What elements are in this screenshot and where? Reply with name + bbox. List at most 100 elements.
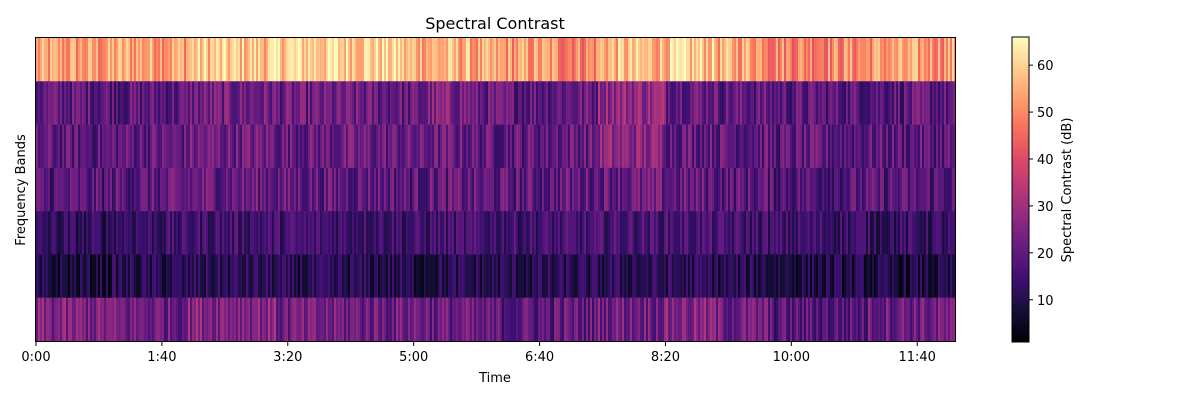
heatmap-cell xyxy=(384,211,387,255)
heatmap-cell xyxy=(402,297,405,342)
heatmap-cell xyxy=(482,254,485,299)
heatmap-cell xyxy=(870,211,873,255)
heatmap-cell xyxy=(802,81,805,125)
heatmap-cell xyxy=(384,297,387,342)
heatmap-cell xyxy=(238,38,241,82)
heatmap-cell xyxy=(508,297,511,342)
heatmap-cell xyxy=(214,167,217,212)
heatmap-cell xyxy=(734,297,737,342)
heatmap-cell xyxy=(166,254,169,299)
heatmap-cell xyxy=(354,254,357,299)
heatmap-cell xyxy=(926,124,929,169)
heatmap-cell xyxy=(370,81,373,125)
heatmap-cell xyxy=(190,297,193,342)
heatmap-cell xyxy=(910,124,913,169)
heatmap-cell xyxy=(140,167,143,212)
heatmap-cell xyxy=(560,254,563,299)
heatmap-cell xyxy=(402,124,405,169)
heatmap-cell xyxy=(86,81,89,125)
heatmap-cell xyxy=(682,38,685,82)
heatmap-cell xyxy=(218,297,221,342)
heatmap-cell xyxy=(940,254,943,299)
heatmap-cell xyxy=(484,38,487,82)
heatmap-cell xyxy=(66,211,69,255)
heatmap-cell xyxy=(798,254,801,299)
heatmap-cell xyxy=(744,297,747,342)
heatmap-cell xyxy=(298,211,301,255)
heatmap-cell xyxy=(264,81,267,125)
heatmap-cell xyxy=(886,297,889,342)
heatmap-cell xyxy=(596,167,599,212)
heatmap-cell xyxy=(332,124,335,169)
heatmap-cell xyxy=(310,211,313,255)
heatmap-cell xyxy=(278,297,281,342)
heatmap-cell xyxy=(510,211,513,255)
heatmap-cell xyxy=(152,167,155,212)
heatmap-cell xyxy=(42,38,45,82)
heatmap-cell xyxy=(522,124,525,169)
heatmap-cell xyxy=(820,167,823,212)
heatmap-cell xyxy=(628,81,631,125)
heatmap-cell xyxy=(528,254,531,299)
heatmap-cell xyxy=(598,297,601,342)
heatmap-cell xyxy=(638,81,641,125)
heatmap-cell xyxy=(788,81,791,125)
heatmap-cell xyxy=(572,81,575,125)
heatmap-cell xyxy=(880,124,883,169)
heatmap-cell xyxy=(580,124,583,169)
heatmap-cell xyxy=(758,81,761,125)
heatmap-cell xyxy=(328,211,331,255)
heatmap-cell xyxy=(112,254,115,299)
heatmap-cell xyxy=(716,124,719,169)
heatmap-cell xyxy=(624,124,627,169)
heatmap-cell xyxy=(228,254,231,299)
heatmap-cell xyxy=(272,254,275,299)
heatmap-cell xyxy=(708,211,711,255)
heatmap-cell xyxy=(376,254,379,299)
heatmap-cell xyxy=(704,254,707,299)
heatmap-cell xyxy=(822,297,825,342)
heatmap-cell xyxy=(872,124,875,169)
heatmap-cell xyxy=(154,38,157,82)
heatmap-cell xyxy=(206,211,209,255)
heatmap-cell xyxy=(864,297,867,342)
heatmap-cell xyxy=(574,297,577,342)
heatmap-cell xyxy=(232,124,235,169)
heatmap-cell xyxy=(100,167,103,212)
heatmap-cell xyxy=(466,211,469,255)
heatmap-cell xyxy=(304,38,307,82)
heatmap-cell xyxy=(584,124,587,169)
heatmap-cell xyxy=(766,297,769,342)
heatmap-cell xyxy=(508,81,511,125)
heatmap-cell xyxy=(506,124,509,169)
heatmap-cell xyxy=(592,254,595,299)
heatmap-cell xyxy=(730,124,733,169)
heatmap-cell xyxy=(560,167,563,212)
heatmap-cell xyxy=(728,38,731,82)
heatmap-cell xyxy=(564,211,567,255)
heatmap-cell xyxy=(248,81,251,125)
heatmap-cell xyxy=(52,211,55,255)
heatmap-cell xyxy=(204,81,207,125)
heatmap-cell xyxy=(570,81,573,125)
heatmap-cell xyxy=(346,81,349,125)
heatmap-cell xyxy=(336,38,339,82)
heatmap-cell xyxy=(58,297,61,342)
heatmap-cell xyxy=(726,254,729,299)
heatmap-cell xyxy=(754,124,757,169)
heatmap-cell xyxy=(302,124,305,169)
heatmap-cell xyxy=(642,167,645,212)
heatmap-cell xyxy=(170,81,173,125)
heatmap-cell xyxy=(568,254,571,299)
heatmap-cell xyxy=(730,297,733,342)
heatmap-cell xyxy=(496,81,499,125)
heatmap-cell xyxy=(532,211,535,255)
heatmap-cell xyxy=(476,254,479,299)
heatmap-cell xyxy=(202,297,205,342)
heatmap-cell xyxy=(496,167,499,212)
heatmap-cell xyxy=(74,254,77,299)
heatmap-cell xyxy=(554,297,557,342)
heatmap-cell xyxy=(812,124,815,169)
heatmap-cell xyxy=(654,254,657,299)
heatmap-cell xyxy=(752,254,755,299)
